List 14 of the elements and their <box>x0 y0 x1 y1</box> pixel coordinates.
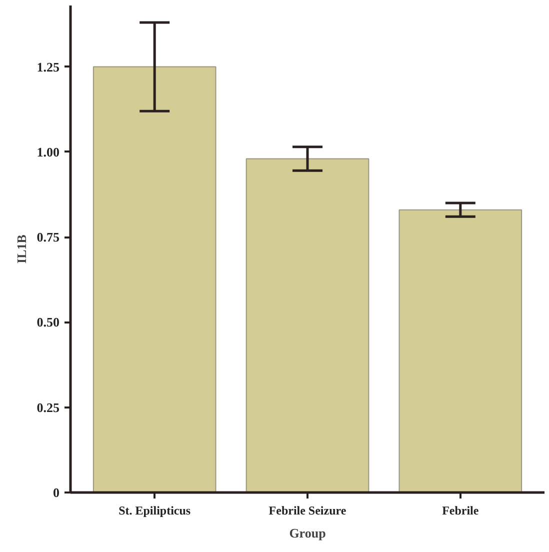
y-axis-title: IL1B <box>14 234 29 264</box>
y-tick-label: 0 <box>53 485 60 500</box>
y-tick-label: 0.50 <box>36 314 60 330</box>
y-tick-label: 0.75 <box>36 230 60 245</box>
bar <box>398 209 522 492</box>
x-axis-title: Group <box>289 526 326 540</box>
x-tick-label: Febrile Seizure <box>268 504 347 518</box>
y-tick-label: 1.00 <box>36 144 60 160</box>
y-tick-label: 1.25 <box>36 59 60 74</box>
x-tick-label: St. Epilipticus <box>118 504 191 518</box>
y-tick-label: 0.25 <box>36 400 60 415</box>
bar <box>246 158 370 492</box>
bar <box>92 66 216 492</box>
x-tick-label: Febrile <box>442 504 480 518</box>
